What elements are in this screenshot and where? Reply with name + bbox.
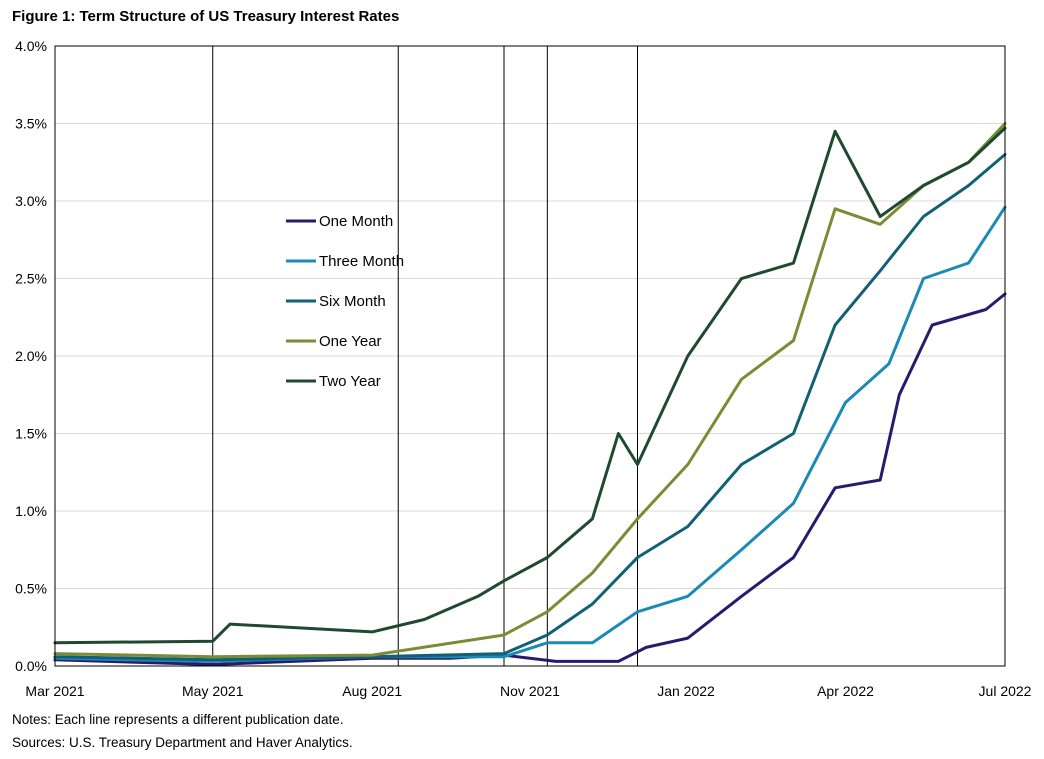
- series-line-six-month: [53, 153, 1007, 662]
- notes-text: Notes: Each line represents a different …: [12, 712, 344, 727]
- y-tick-label: 3.5%: [15, 116, 47, 132]
- legend-item: Two Year: [286, 373, 381, 390]
- x-tick-label: Jan 2022: [657, 683, 715, 699]
- legend-label: Six Month: [319, 293, 386, 310]
- x-axis-ticks: Mar 2021 May 2021 Aug 2021 Nov 2021 Jan 2022…: [25, 683, 1031, 699]
- grid-layer: [55, 45, 1005, 667]
- legend-item: Three Month: [286, 253, 404, 270]
- y-tick-label: 1.0%: [15, 503, 47, 519]
- x-tick-label: Apr 2022: [817, 683, 874, 699]
- legend-item: One Year: [286, 333, 382, 350]
- y-tick-label: 4.0%: [15, 38, 47, 54]
- figure-title: Figure 1: Term Structure of US Treasury …: [12, 8, 400, 25]
- y-tick-label: 0.0%: [15, 658, 47, 674]
- series-line-one-year: [53, 122, 1007, 659]
- y-tick-label: 2.5%: [15, 271, 47, 287]
- series-line-two-year: [53, 126, 1007, 645]
- x-tick-label: Aug 2021: [342, 683, 402, 699]
- y-tick-label: 3.0%: [15, 193, 47, 209]
- y-tick-label: 0.5%: [15, 581, 47, 597]
- x-tick-label: Mar 2021: [25, 683, 84, 699]
- legend-item: One Month: [286, 213, 393, 230]
- legend-label: One Year: [319, 333, 382, 350]
- legend-label: Two Year: [319, 373, 381, 390]
- series-line-one-month: [53, 292, 1007, 666]
- vertical-markers: [212, 46, 638, 666]
- series-layer: [53, 122, 1007, 666]
- legend-label: One Month: [319, 213, 393, 230]
- y-tick-label: 1.5%: [15, 426, 47, 442]
- sources-text: Sources: U.S. Treasury Department and Ha…: [12, 735, 353, 750]
- y-axis-ticks: 0.0% 0.5% 1.0% 1.5% 2.0% 2.5% 3.0% 3.5% 4.0%: [15, 38, 47, 674]
- legend-item: Six Month: [286, 293, 386, 310]
- x-tick-label: Jul 2022: [979, 683, 1032, 699]
- legend-label: Three Month: [319, 253, 404, 270]
- y-tick-label: 2.0%: [15, 348, 47, 364]
- plot-frame: [54, 45, 1006, 667]
- series-line-three-month: [53, 205, 1007, 663]
- x-tick-label: Nov 2021: [500, 683, 560, 699]
- legend: One Month Three Month Six Month One Year Two…: [286, 213, 404, 390]
- x-tick-label: May 2021: [182, 683, 244, 699]
